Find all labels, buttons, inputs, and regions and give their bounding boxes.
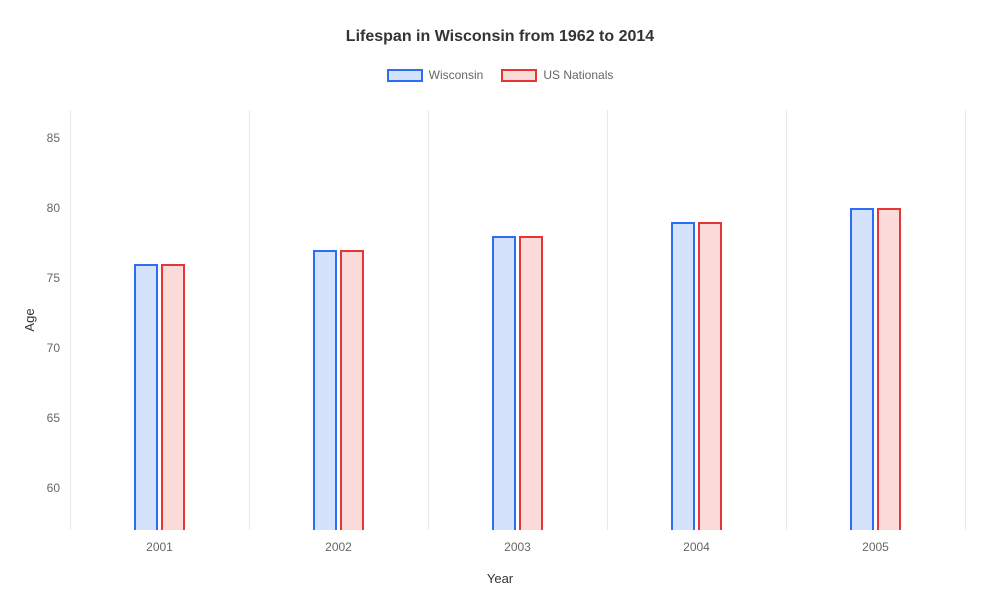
legend-swatch-us-nationals: [501, 69, 537, 82]
bar-us-nationals-2004: [698, 222, 721, 530]
y-tick-label: 60: [30, 481, 70, 495]
y-tick-label: 65: [30, 411, 70, 425]
bar-us-nationals-2001: [161, 264, 184, 530]
bar-wisconsin-2002: [313, 250, 336, 530]
chart-title: Lifespan in Wisconsin from 1962 to 2014: [0, 0, 1000, 46]
bar-wisconsin-2001: [134, 264, 157, 530]
x-tick-label: 2004: [683, 530, 710, 554]
plot-area: 60657075808520012002200320042005: [70, 110, 965, 530]
bar-us-nationals-2002: [340, 250, 363, 530]
gridline-vertical: [786, 110, 787, 530]
gridline-vertical: [70, 110, 71, 530]
y-axis-title: Age: [22, 308, 37, 331]
x-axis-title: Year: [487, 571, 513, 586]
y-tick-label: 70: [30, 341, 70, 355]
x-tick-label: 2005: [862, 530, 889, 554]
bar-wisconsin-2003: [492, 236, 515, 530]
bar-wisconsin-2005: [850, 208, 873, 530]
lifespan-chart: Lifespan in Wisconsin from 1962 to 2014 …: [0, 0, 1000, 600]
bar-wisconsin-2004: [671, 222, 694, 530]
legend-label-wisconsin: Wisconsin: [429, 68, 484, 82]
chart-legend: Wisconsin US Nationals: [0, 68, 1000, 82]
x-tick-label: 2002: [325, 530, 352, 554]
x-tick-label: 2001: [146, 530, 173, 554]
legend-label-us-nationals: US Nationals: [543, 68, 613, 82]
y-tick-label: 80: [30, 201, 70, 215]
legend-item-us-nationals: US Nationals: [501, 68, 613, 82]
gridline-vertical: [249, 110, 250, 530]
bar-us-nationals-2003: [519, 236, 542, 530]
y-tick-label: 75: [30, 271, 70, 285]
gridline-vertical: [428, 110, 429, 530]
gridline-vertical: [965, 110, 966, 530]
legend-item-wisconsin: Wisconsin: [387, 68, 484, 82]
x-tick-label: 2003: [504, 530, 531, 554]
gridline-vertical: [607, 110, 608, 530]
y-tick-label: 85: [30, 131, 70, 145]
legend-swatch-wisconsin: [387, 69, 423, 82]
bar-us-nationals-2005: [877, 208, 900, 530]
